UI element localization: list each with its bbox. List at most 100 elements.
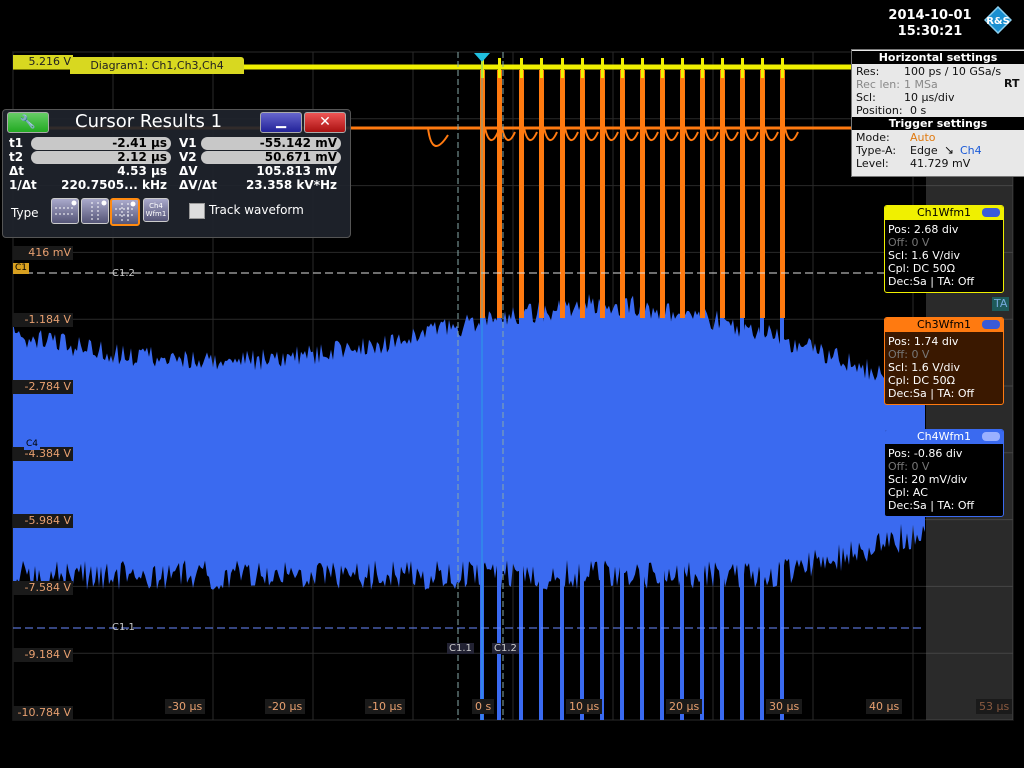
t1-key: t1 (9, 136, 24, 150)
channel-tag-c1[interactable]: C1 (13, 263, 30, 274)
ch3-pulse (720, 70, 725, 318)
volt-label-top: 5.216 V (13, 55, 73, 69)
ch3-pulse-tail (523, 127, 538, 141)
time-label: -20 µs (265, 699, 306, 714)
time-label: -10 µs (365, 699, 406, 714)
t2-value: 2.12 µs (31, 151, 171, 164)
falling-edge-icon: ↘ (944, 143, 955, 157)
ch4-pulse (497, 310, 501, 720)
ch3-pulse-tail (744, 127, 759, 141)
res-value: 100 ps / 10 GSa/s (904, 65, 1002, 78)
ch3-pulse-tail (624, 127, 639, 141)
ch3-pulse (620, 70, 625, 318)
ch3-pulse (760, 70, 765, 318)
ch4-pulse (740, 310, 744, 720)
ch3-info-box[interactable]: Ch3Wfm1 Pos: 1.74 div Off: 0 V Scl: 1.6 … (884, 317, 1004, 405)
ch3-pulse-tail (644, 127, 659, 141)
dv-key: ΔV (179, 164, 198, 178)
type-label: Type (11, 206, 39, 220)
ch3-pulse (560, 70, 565, 318)
ch1-cpl: Cpl: DC 50Ω (888, 262, 955, 275)
channel-tag-c4[interactable]: C4 (24, 439, 41, 450)
ch3-pulse-tail (764, 127, 779, 141)
ch3-pulse-tail (784, 127, 799, 141)
position-value: 0 s (910, 104, 927, 117)
ch1-pulse (520, 58, 523, 78)
ch4-pulse (519, 310, 523, 720)
trigger-tag-ta[interactable]: TA (992, 297, 1010, 311)
ch4-noise-band (13, 293, 925, 590)
ch1-pulse (661, 58, 664, 78)
ch1-pulse (581, 58, 584, 78)
ch4-pulse (620, 310, 624, 720)
ch4-pulse (580, 310, 584, 720)
time-label: 53 µs (976, 699, 1013, 714)
ch3-pulse (640, 70, 645, 318)
svg-text:R&S: R&S (986, 16, 1010, 27)
volt-label-n2784: -2.784 V (13, 380, 73, 394)
ch1-dec: Dec:Sa | TA: Off (888, 275, 975, 288)
cursor-type-horizontal-icon[interactable] (51, 198, 79, 224)
rec-len-value: 1 MSa (904, 78, 938, 91)
rt-indicator: RT (1004, 77, 1020, 90)
volt-label-416mv: 416 mV (13, 246, 73, 260)
ch4-title: Ch4Wfm1 (885, 430, 1003, 444)
wrench-icon[interactable]: 🔧 (7, 112, 49, 133)
trigger-type-key: Type-A: (856, 144, 897, 157)
cursor-row-3: Δt 4.53 µs ΔV 105.813 mV (3, 165, 348, 178)
t2-key: t2 (9, 150, 24, 164)
ch4-pulse (560, 310, 564, 720)
trigger-level-row: Level: 41.729 mV (856, 157, 1022, 170)
ch3-minimize-button[interactable] (982, 320, 1000, 329)
ch4-pulse (720, 310, 724, 720)
settings-panel[interactable]: Horizontal settings Res: 100 ps / 10 GSa… (851, 49, 1024, 177)
trigger-level-value: 41.729 mV (910, 157, 971, 170)
ch1-pulse (498, 58, 501, 78)
trigger-type-row: Type-A: Edge ↘ Ch4 (856, 143, 1022, 158)
ch1-title: Ch1Wfm1 (885, 206, 1003, 220)
trigger-mode-value: Auto (910, 131, 936, 144)
minimize-button[interactable]: ▁ (260, 112, 302, 133)
dv-dt-key: ΔV/Δt (179, 178, 217, 192)
v2-key: V2 (179, 150, 197, 164)
close-button[interactable]: ✕ (304, 112, 346, 133)
cursor-results-panel[interactable]: 🔧 Cursor Results 1 ▁ ✕ t1 -2.41 µs V1 -5… (2, 109, 351, 238)
v1-value: -55.142 mV (201, 137, 341, 150)
trigger-mode-key: Mode: (856, 131, 890, 144)
v1-key: V1 (179, 136, 197, 150)
ch4-dec: Dec:Sa | TA: Off (888, 499, 975, 512)
ch1-pulse (681, 58, 684, 78)
res-row: Res: 100 ps / 10 GSa/s (856, 65, 1022, 78)
position-key: Position: (856, 104, 903, 117)
cursor-label-t2: C1.2 (492, 643, 519, 654)
ch3-pos: Pos: 1.74 div (888, 335, 959, 348)
track-waveform-checkbox[interactable] (189, 203, 205, 219)
cursor-type-both-icon[interactable] (110, 198, 140, 226)
ch4-pos: Pos: -0.86 div (888, 447, 963, 460)
cursor-type-vertical-icon[interactable] (81, 198, 109, 224)
ch3-pulse (539, 70, 544, 318)
ch3-pulse (580, 70, 585, 318)
cursor-label-t1: C1.1 (447, 643, 474, 654)
ch3-pulse (680, 70, 685, 318)
ch4-off: Off: 0 V (888, 460, 930, 473)
ch1-info-box[interactable]: Ch1Wfm1 Pos: 2.68 div Off: 0 V Scl: 1.6 … (884, 205, 1004, 293)
ch3-cpl: Cpl: DC 50Ω (888, 374, 955, 387)
res-key: Res: (856, 65, 880, 78)
ch4-pulse (680, 310, 684, 720)
ch1-pulse (761, 58, 764, 78)
dv-value: 105.813 mV (256, 164, 337, 178)
ch3-pulse-tail (564, 127, 579, 141)
volt-label-n7584: -7.584 V (13, 581, 73, 595)
ch4-minimize-button[interactable] (982, 432, 1000, 441)
diagram-tab[interactable]: Diagram1: Ch1,Ch3,Ch4 (70, 57, 244, 74)
trigger-level-key: Level: (856, 157, 889, 170)
ch1-minimize-button[interactable] (982, 208, 1000, 217)
ch4-pulse (600, 310, 604, 720)
cursor-source-button[interactable]: Ch4 Wfm1 (143, 198, 169, 222)
ch3-pulse (600, 70, 605, 318)
ch1-pulse (540, 58, 543, 78)
ch4-info-box[interactable]: Ch4Wfm1 Pos: -0.86 div Off: 0 V Scl: 20 … (884, 429, 1004, 517)
